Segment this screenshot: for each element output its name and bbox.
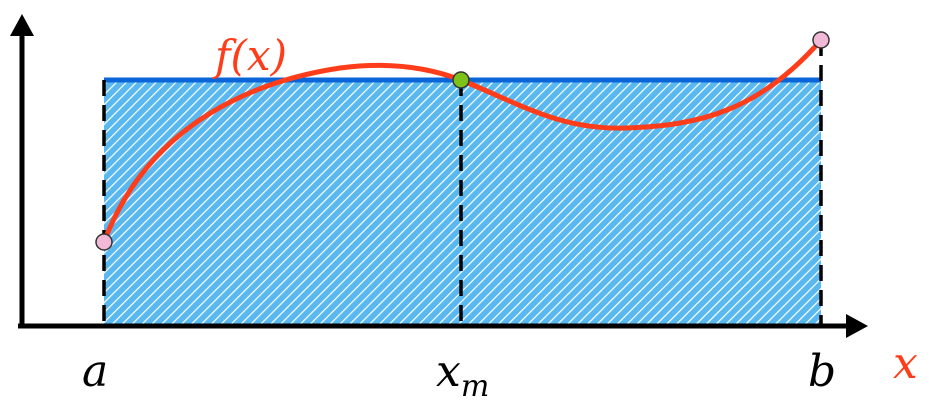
label-xm-subscript: m [461, 369, 489, 402]
label-xm-base: x [436, 346, 461, 397]
label-xm: xm [436, 346, 489, 402]
label-a: a [82, 346, 108, 397]
endpoint-marker-b [812, 31, 830, 49]
endpoint-marker-a [95, 233, 113, 251]
mean-point-marker [452, 71, 470, 89]
label-b: b [808, 346, 836, 397]
y-axis-arrowhead [10, 14, 34, 36]
function-label: f(x) [212, 31, 287, 80]
x-axis-label: x [893, 338, 918, 389]
x-axis-arrowhead [846, 314, 868, 338]
